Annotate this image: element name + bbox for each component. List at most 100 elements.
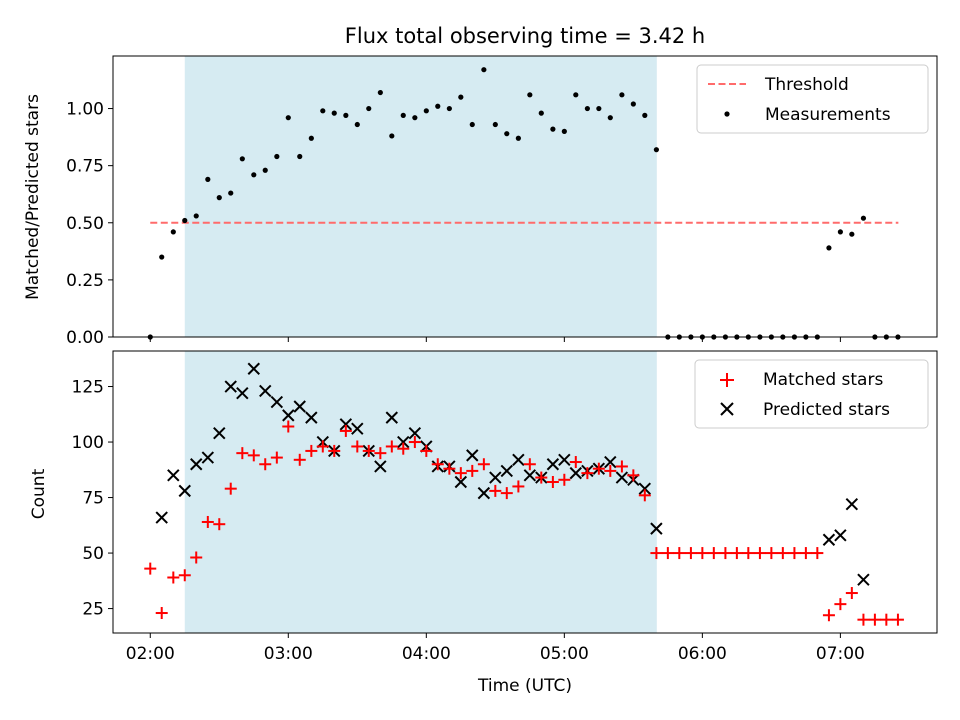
measurement-point [251, 172, 257, 178]
measurement-point [630, 101, 636, 107]
legend-matched-swatch [720, 373, 734, 387]
predicted-point [201, 451, 215, 464]
matched-point [730, 547, 743, 560]
matched-point [880, 613, 893, 626]
predicted-point [351, 422, 364, 435]
x-axis-label: Time (UTC) [477, 676, 572, 696]
legend-predicted-swatch [720, 402, 734, 416]
measurement-point [159, 254, 165, 260]
measurement-point [573, 92, 579, 98]
matched-point [282, 420, 295, 433]
matched-point [454, 467, 467, 480]
top-ytick-label: 0.25 [66, 271, 104, 291]
measurement-point [354, 121, 360, 128]
predicted-point [523, 469, 537, 482]
matched-point [397, 442, 410, 455]
predicted-point [374, 460, 387, 473]
matched-point [523, 458, 536, 471]
predicted-point [650, 522, 663, 535]
measurement-point [308, 135, 314, 141]
matched-point [259, 458, 272, 471]
legend-matched-label: Matched stars [763, 370, 883, 390]
measurement-point [435, 103, 441, 109]
predicted-point [190, 458, 203, 471]
matched-point [834, 598, 847, 611]
bottom-ytick-label: 100 [72, 433, 104, 453]
measurement-point [619, 92, 625, 98]
matched-point [155, 607, 168, 620]
matched-point [385, 440, 398, 453]
matched-point [546, 476, 559, 489]
matched-point [845, 587, 858, 600]
measurement-point [504, 131, 510, 137]
matched-point [293, 453, 306, 466]
measurement-point [377, 89, 383, 96]
predicted-point [213, 426, 226, 440]
measurement-point [550, 126, 556, 132]
predicted-point [500, 464, 513, 478]
matched-point [420, 444, 433, 457]
predicted-point [259, 384, 272, 398]
legend-measurements-swatch [724, 111, 730, 117]
matched-point [305, 444, 318, 457]
matched-point [615, 460, 628, 473]
matched-point [857, 613, 870, 626]
bottom-y-axis-label: Count [29, 468, 49, 519]
matched-point [684, 547, 697, 560]
matched-point [236, 447, 249, 460]
predicted-point [615, 471, 629, 484]
xtick-label: 06:00 [678, 644, 727, 664]
xtick-label: 05:00 [540, 644, 589, 664]
measurement-point [837, 229, 843, 235]
measurement-point [515, 135, 521, 141]
predicted-point [305, 411, 318, 424]
matched-point [213, 518, 226, 531]
bottom-axes-frame [112, 350, 938, 634]
measurement-point [216, 195, 222, 201]
measurement-point [826, 245, 832, 251]
measurement-point [228, 190, 234, 196]
predicted-point [155, 511, 168, 524]
measurement-point [492, 121, 498, 128]
predicted-point [466, 449, 479, 462]
top-ytick-label: 0.00 [66, 328, 104, 348]
measurement-point [446, 105, 452, 112]
predicted-point [236, 386, 249, 400]
measurement-point [343, 112, 349, 118]
measurement-point [331, 110, 337, 116]
top-legend-box [696, 64, 929, 134]
predicted-point [454, 475, 468, 489]
matched-point [673, 547, 686, 560]
bottom-legend-box [694, 359, 929, 429]
measurement-point [596, 105, 602, 112]
top-ytick-label: 0.50 [66, 214, 104, 234]
matched-point [822, 609, 835, 622]
matched-point [696, 547, 709, 560]
measurement-point [389, 133, 395, 139]
matched-point [569, 456, 582, 469]
matched-point [891, 613, 904, 626]
matched-point [753, 547, 766, 560]
predicted-point [477, 486, 491, 500]
matched-point [592, 462, 605, 475]
measurement-point [239, 156, 245, 162]
measurement-point [458, 94, 464, 100]
top-ytick-label: 1.00 [66, 100, 104, 120]
predicted-point [247, 362, 260, 375]
measurement-point [653, 147, 659, 153]
predicted-point [339, 418, 353, 431]
top-ytick-label: 0.75 [66, 157, 104, 177]
xtick-label: 03:00 [264, 644, 313, 664]
measurement-point [538, 110, 544, 116]
measurement-point [274, 153, 280, 160]
measurement-point [849, 231, 855, 237]
matched-point [362, 444, 375, 457]
bottom-shaded-span [184, 351, 657, 633]
matched-point [500, 487, 513, 500]
predicted-point [282, 409, 295, 422]
measurement-point [642, 112, 648, 118]
matched-point [247, 449, 260, 462]
matched-point [558, 473, 571, 486]
legend-threshold-label: Threshold [764, 75, 849, 95]
measurement-point [170, 229, 176, 235]
